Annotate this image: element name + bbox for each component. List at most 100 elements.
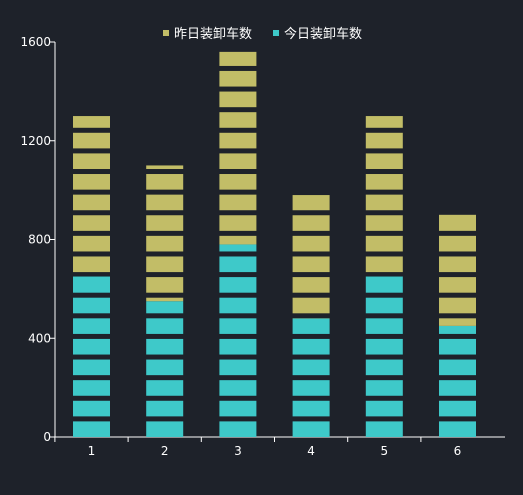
bar-segment xyxy=(365,116,403,128)
bar-segment xyxy=(219,132,257,149)
bar-segment xyxy=(439,318,476,326)
bar-segment xyxy=(219,215,257,231)
bar-segment xyxy=(219,194,257,211)
bar-segment xyxy=(365,400,403,417)
bar-segment xyxy=(439,359,476,376)
bar-segment xyxy=(219,297,257,314)
bar-segment xyxy=(439,400,476,417)
bar-today-6 xyxy=(439,325,476,437)
bar-segment xyxy=(146,215,184,231)
bar-segment xyxy=(219,112,257,128)
bar-segment xyxy=(219,421,257,437)
bar-segment xyxy=(73,400,110,417)
bar-segment xyxy=(439,214,476,231)
bar-segment xyxy=(219,174,257,190)
bar-segment xyxy=(73,132,110,149)
bar-segment xyxy=(365,276,403,293)
bar-segment xyxy=(73,194,110,211)
bar-segment xyxy=(73,215,110,231)
bar-segment xyxy=(146,235,184,252)
bar-segment xyxy=(73,421,110,437)
bar-segment xyxy=(365,215,403,231)
bar-segment xyxy=(219,338,257,355)
bar-segment xyxy=(146,256,184,273)
bar-segment xyxy=(292,297,330,314)
bar-segment xyxy=(73,276,110,293)
y-axis: 0 400 800 1200 1600 xyxy=(20,35,56,444)
bar-segment xyxy=(219,235,257,245)
y-tick-label: 0 xyxy=(43,430,51,444)
bar-segment xyxy=(219,51,257,66)
bar-segment xyxy=(292,195,330,211)
bar-segment xyxy=(219,70,257,87)
bar-segment xyxy=(365,318,403,334)
bar-segment xyxy=(73,380,110,396)
bar-segment xyxy=(146,380,184,396)
bar-segment xyxy=(146,194,184,211)
bar-segment xyxy=(219,91,257,108)
bar-segment xyxy=(146,297,184,302)
bar-segment xyxy=(73,359,110,376)
bar-yesterday-6 xyxy=(439,214,476,326)
bar-segment xyxy=(219,380,257,396)
bar-segment xyxy=(292,338,330,355)
bar-segment xyxy=(292,400,330,417)
bar-segment xyxy=(365,380,403,396)
legend-swatch xyxy=(163,30,169,36)
bar-yesterday-5 xyxy=(365,116,403,273)
bar-today-4 xyxy=(292,318,330,437)
x-tick-label: 5 xyxy=(380,444,388,458)
bar-segment xyxy=(146,165,184,170)
bar-segment xyxy=(219,256,257,273)
bar-yesterday-1 xyxy=(73,116,110,273)
bar-segment xyxy=(439,325,476,334)
bar-segment xyxy=(439,277,476,293)
bar-segment xyxy=(73,116,110,128)
x-tick-label: 1 xyxy=(88,444,96,458)
bar-segment xyxy=(365,235,403,252)
bar-segment xyxy=(146,277,184,293)
bar-segment xyxy=(146,421,184,437)
bar-segment xyxy=(439,297,476,314)
bar-segment xyxy=(439,235,476,252)
bar-today-1 xyxy=(73,276,110,437)
bar-segment xyxy=(292,380,330,396)
y-tick-label: 800 xyxy=(28,233,51,247)
x-axis: 1 2 3 4 5 6 xyxy=(54,436,505,458)
legend-label: 昨日装卸车数 xyxy=(174,26,252,42)
bar-segment xyxy=(292,277,330,293)
bar-segment xyxy=(146,400,184,417)
bar-segment xyxy=(292,215,330,231)
bar-segment xyxy=(73,174,110,190)
x-tick-label: 2 xyxy=(161,444,169,458)
bar-segment xyxy=(73,297,110,314)
bar-segment xyxy=(73,235,110,252)
bar-today-5 xyxy=(365,276,403,437)
bar-segment xyxy=(219,244,257,252)
legend-swatch xyxy=(273,30,279,36)
legend: 昨日装卸车数 今日装卸车数 xyxy=(163,26,362,42)
bar-segment xyxy=(73,338,110,355)
bar-segment xyxy=(439,380,476,396)
bar-segment xyxy=(146,338,184,355)
legend-item-yesterday[interactable]: 昨日装卸车数 xyxy=(163,26,252,42)
bar-segment xyxy=(219,400,257,417)
bar-segment xyxy=(365,297,403,314)
bar-segment xyxy=(292,359,330,376)
bar-yesterday-3 xyxy=(219,51,257,245)
y-tick-label: 1600 xyxy=(20,35,51,49)
bar-yesterday-4 xyxy=(292,195,330,319)
x-tick-label: 4 xyxy=(307,444,315,458)
bar-segment xyxy=(365,174,403,190)
bar-segment xyxy=(365,338,403,355)
bar-segment xyxy=(146,174,184,190)
bar-segment xyxy=(219,277,257,293)
y-tick-label: 1200 xyxy=(20,134,51,148)
legend-item-today[interactable]: 今日装卸车数 xyxy=(273,26,362,42)
bar-today-3 xyxy=(219,244,257,437)
bar-segment xyxy=(439,338,476,355)
legend-label: 今日装卸车数 xyxy=(284,26,362,42)
bar-today-2 xyxy=(146,301,184,437)
x-tick-label: 3 xyxy=(234,444,242,458)
